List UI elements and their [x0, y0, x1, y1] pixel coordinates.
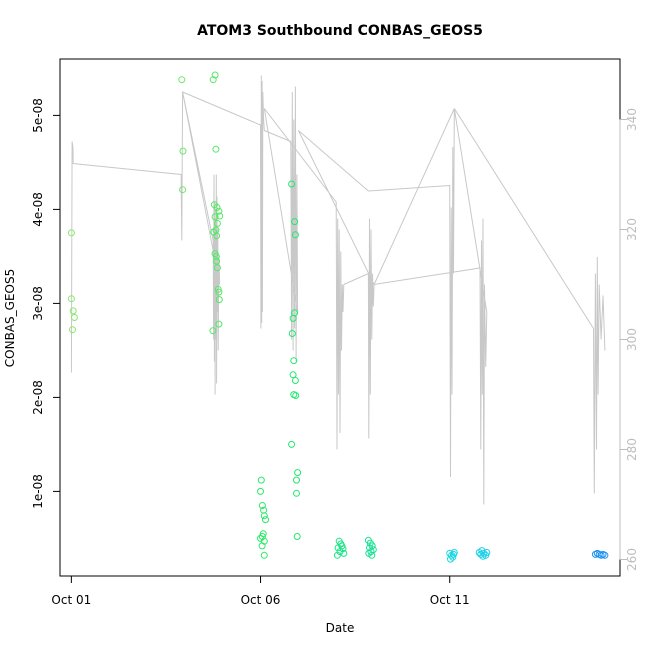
y-axis-left: 1e-08 2e-08 3e-08 4e-08 5e-08 [31, 98, 61, 509]
line-layer [70, 75, 606, 505]
data-point [262, 516, 269, 524]
data-point [213, 220, 221, 227]
x-tick-label: Oct 01 [51, 593, 91, 607]
data-point [483, 549, 491, 556]
data-point [289, 371, 297, 379]
data-point [293, 476, 300, 484]
data-point [178, 76, 186, 84]
x-tick-label: Oct 11 [430, 593, 470, 607]
data-point [216, 212, 224, 220]
y-right-tick-label: 280 [625, 438, 639, 461]
data-point [213, 257, 221, 265]
data-point [258, 542, 266, 550]
data-point [209, 76, 217, 84]
data-point [479, 552, 487, 560]
y-axis-right: 260 280 300 320 340 [619, 108, 639, 571]
data-point [289, 314, 297, 322]
data-point [67, 229, 75, 237]
data-point [258, 502, 266, 509]
data-point [260, 512, 268, 520]
data-point [179, 147, 187, 155]
y-left-tick-label: 1e-08 [31, 474, 45, 509]
data-point [291, 231, 299, 239]
y-left-tick-label: 2e-08 [31, 380, 45, 415]
data-point [209, 327, 217, 335]
data-point [260, 551, 268, 559]
data-point [291, 218, 299, 226]
data-point [211, 71, 219, 79]
data-point [340, 549, 348, 557]
data-point [449, 553, 457, 561]
data-point [215, 207, 223, 215]
data-point [368, 551, 376, 559]
y-right-tick-label: 300 [625, 328, 639, 351]
y-left-tick-label: 5e-08 [31, 98, 45, 133]
data-point [293, 489, 300, 497]
data-point [213, 264, 221, 272]
data-point [179, 186, 187, 194]
data-point [288, 180, 296, 188]
series-line [70, 75, 606, 505]
data-point [293, 533, 301, 540]
data-point [257, 487, 264, 495]
y-right-tick-label: 340 [625, 108, 639, 131]
y-left-tick-label: 4e-08 [31, 192, 45, 227]
data-point [288, 330, 296, 337]
data-point [450, 549, 458, 556]
points-layer [67, 71, 609, 563]
data-point [70, 314, 78, 321]
y-right-tick-label: 320 [625, 218, 639, 241]
data-point [601, 551, 609, 559]
data-point [215, 288, 223, 296]
data-point [290, 357, 298, 365]
data-point [69, 326, 76, 334]
data-point [258, 533, 266, 540]
data-point [334, 544, 342, 552]
data-point [69, 307, 77, 315]
data-point [213, 232, 221, 240]
data-point [212, 252, 220, 260]
y-right-tick-label: 260 [625, 548, 639, 571]
y-left-tick-label: 3e-08 [31, 286, 45, 321]
data-point [213, 204, 221, 211]
data-point [215, 320, 223, 328]
data-point [294, 469, 302, 477]
data-point [212, 145, 220, 153]
chart-title: ATOM3 Southbound CONBAS_GEOS5 [197, 23, 483, 39]
data-point [215, 296, 223, 304]
data-point [257, 476, 265, 484]
data-point [67, 295, 75, 303]
data-point [291, 377, 299, 384]
data-point [333, 551, 341, 559]
data-point [211, 213, 219, 221]
data-point [367, 548, 375, 556]
data-point [477, 550, 485, 558]
data-point [288, 440, 296, 448]
x-tick-label: Oct 06 [241, 593, 281, 607]
data-point [292, 392, 300, 399]
y-axis-label: CONBAS_GEOS5 [3, 269, 17, 367]
x-axis: Oct 01 Oct 06 Oct 11 [51, 575, 470, 607]
data-point [447, 555, 454, 563]
x-axis-label: Date [326, 621, 355, 635]
data-point [480, 549, 488, 557]
data-point [214, 285, 222, 293]
